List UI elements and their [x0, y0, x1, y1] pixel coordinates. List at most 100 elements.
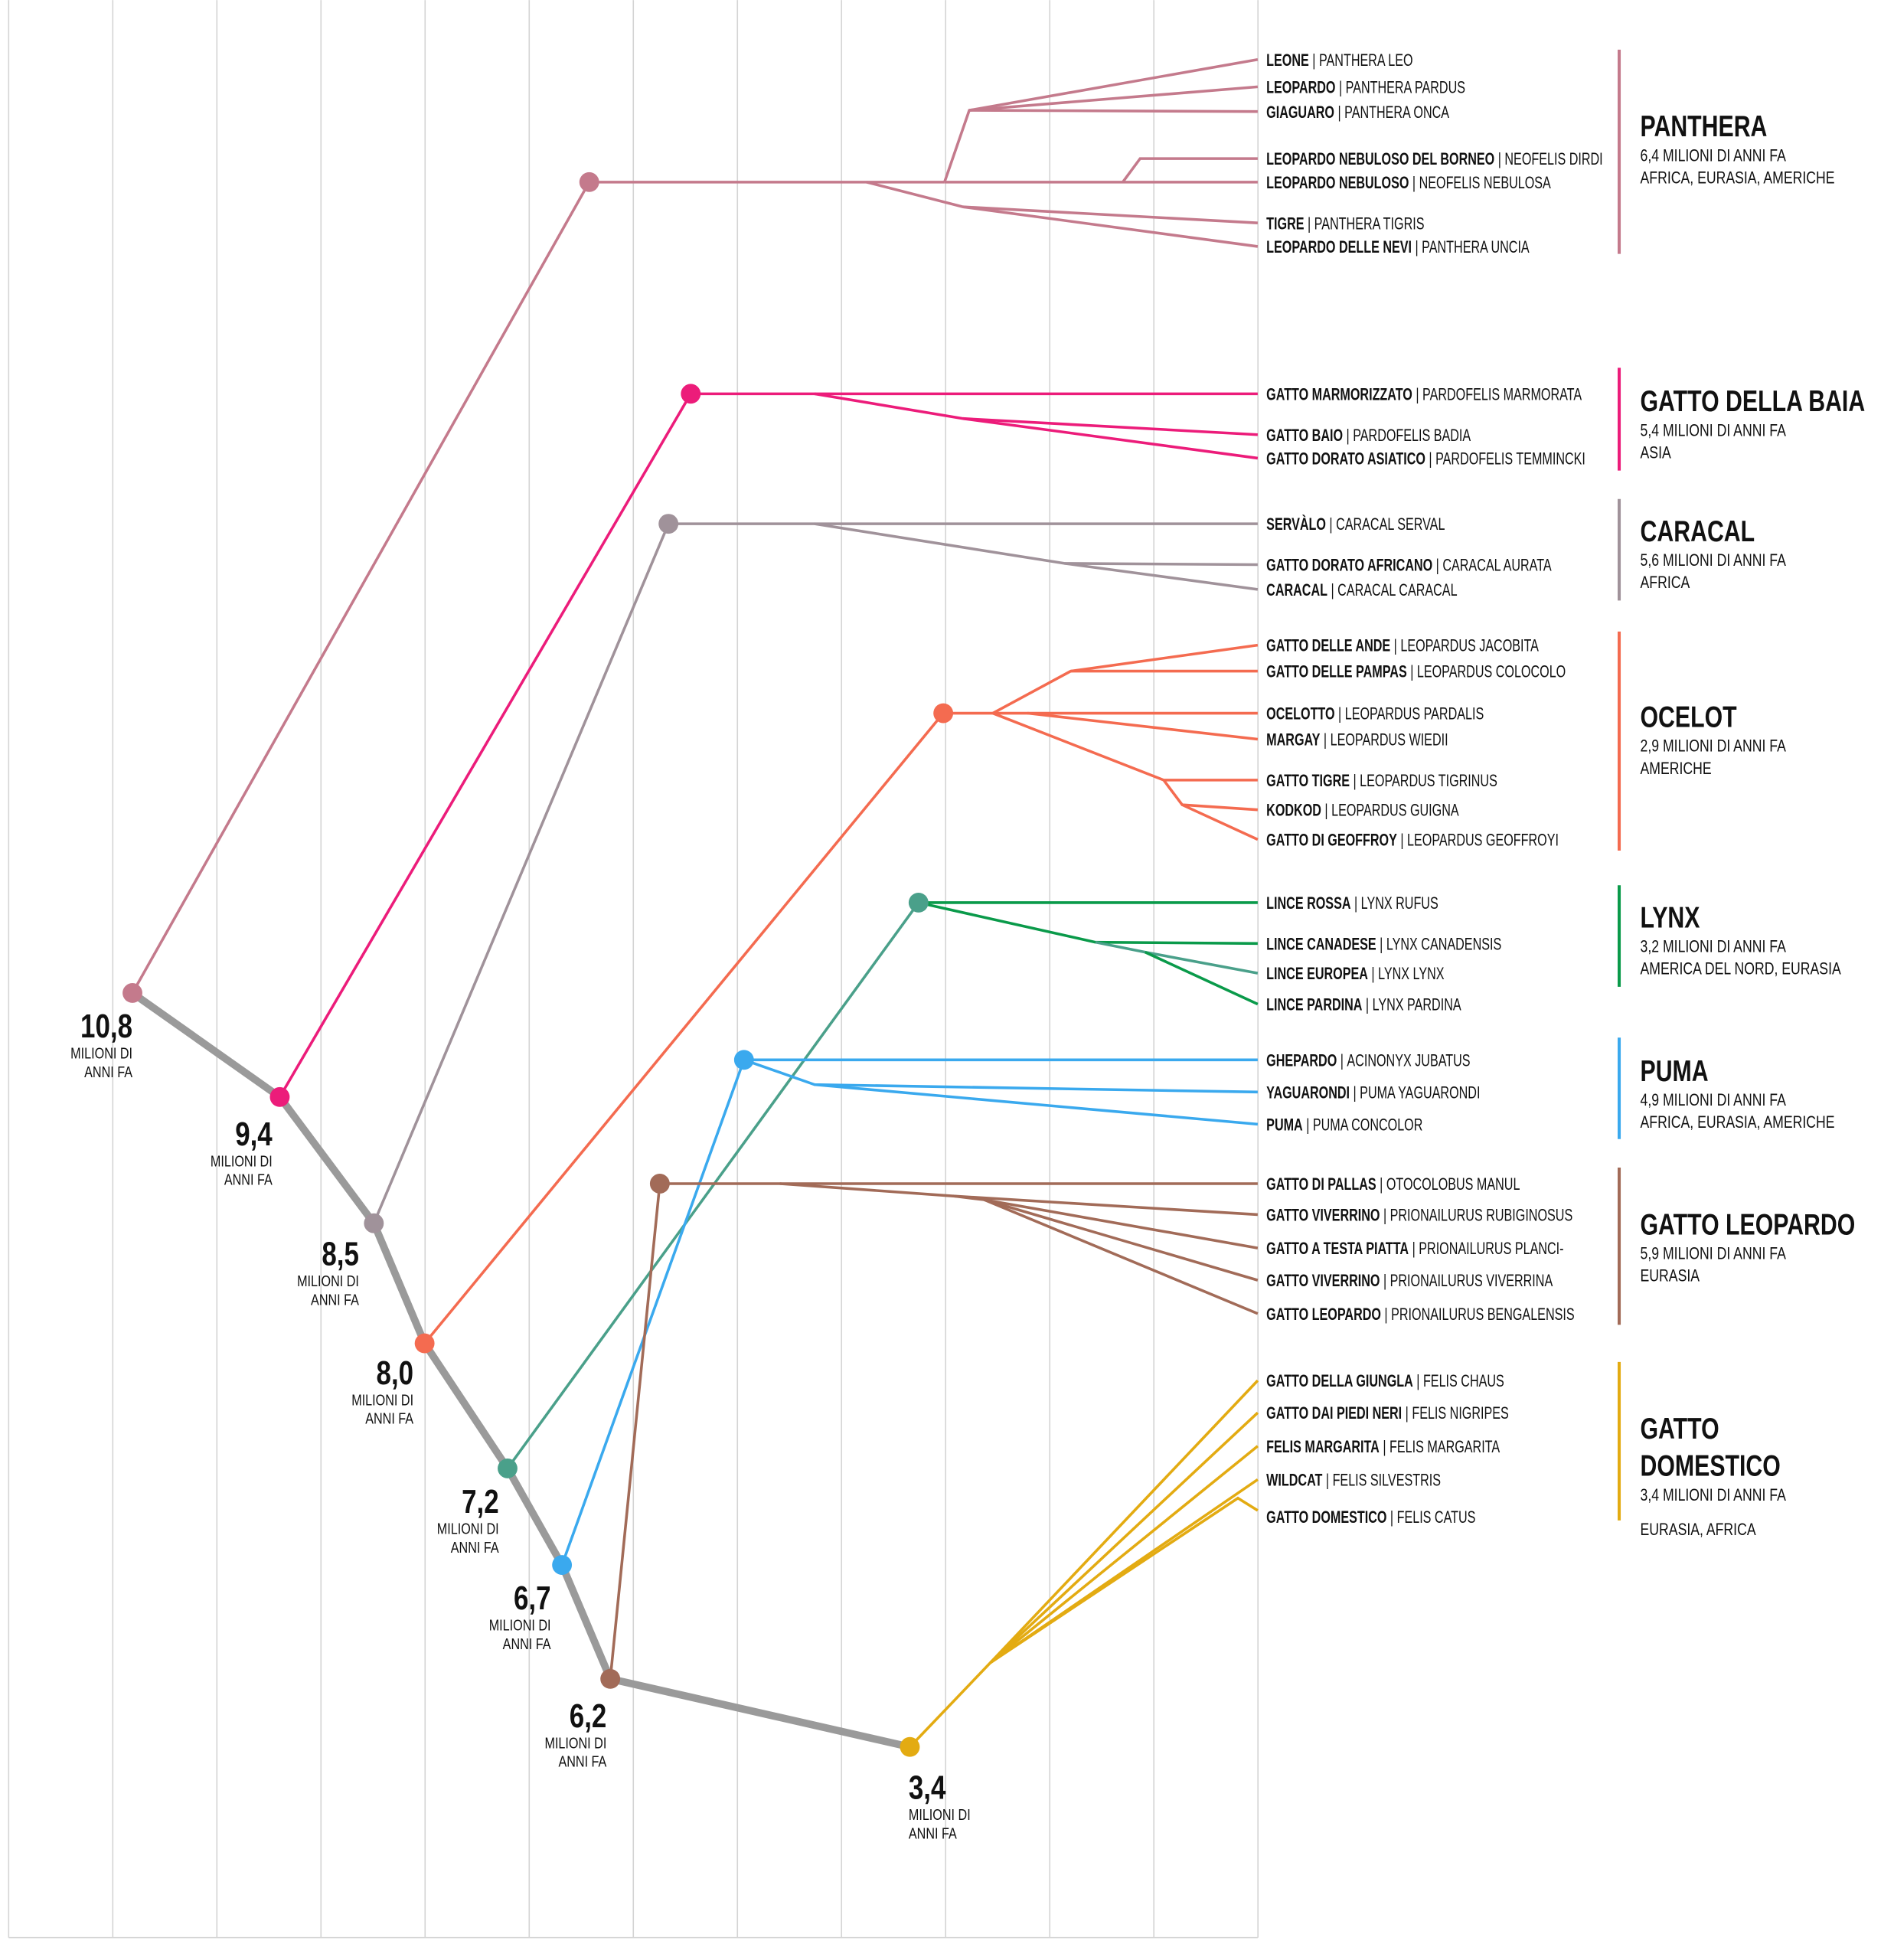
- separator: |: [1380, 1207, 1389, 1225]
- species-label: TIGRE | PANTHERA TIGRIS: [1266, 215, 1424, 234]
- species-scientific-name: PUMA YAGUARONDI: [1360, 1084, 1480, 1102]
- separator: |: [1413, 1373, 1423, 1391]
- species-branch: [814, 1083, 1259, 1126]
- clade-info: GATTO LEOPARDO 5,9 MILIONI DI ANNI FA EURA…: [1641, 1208, 1856, 1286]
- node-age-caption: ANNI FA: [503, 1635, 552, 1652]
- species-label: PUMA | PUMA CONCOLOR: [1266, 1116, 1422, 1135]
- svg-text:TIGRE | PANTHERA TIGRIS: TIGRE | PANTHERA TIGRIS: [1266, 215, 1424, 234]
- clade-info: LYNX 3,2 MILIONI DI ANNI FA AMERICA DEL NO…: [1641, 901, 1842, 979]
- svg-text:GATTO DORATO ASIATICO | PARDOF: GATTO DORATO ASIATICO | PARDOFELIS TEMMI…: [1266, 450, 1585, 469]
- separator: |: [1376, 1176, 1386, 1194]
- species-scientific-name: PANTHERA UNCIA: [1422, 239, 1530, 257]
- species-scientific-name: PRIONAILURUS BENGALENSIS: [1391, 1306, 1575, 1325]
- species-label: LEONE | PANTHERA LEO: [1266, 52, 1412, 70]
- separator: |: [1350, 1084, 1360, 1102]
- svg-text:OCELOTTO | LEOPARDUS PARDALIS: OCELOTTO | LEOPARDUS PARDALIS: [1266, 705, 1484, 724]
- svg-text:GATTO A TESTA PIATTA | PRIONAI: GATTO A TESTA PIATTA | PRIONAILURUS PLAN…: [1266, 1240, 1563, 1259]
- node-age: 6,7: [514, 1580, 551, 1618]
- species-label: LEOPARDO DELLE NEVI | PANTHERA UNCIA: [1266, 239, 1530, 257]
- species-branch: [983, 1198, 1259, 1315]
- species-scientific-name: LEOPARDUS WIEDII: [1331, 731, 1448, 750]
- svg-text:MARGAY | LEOPARDUS WIEDII: MARGAY | LEOPARDUS WIEDII: [1266, 731, 1448, 750]
- clade-legend: PANTHERA 6,4 MILIONI DI ANNI FA AFRICA, EU…: [1618, 49, 1866, 1540]
- species-branch: [743, 1058, 1258, 1094]
- node-age-caption: ANNI FA: [909, 1824, 958, 1842]
- species-label: FELIS MARGARITA | FELIS MARGARITA: [1266, 1439, 1500, 1457]
- species-scientific-name: PARDOFELIS BADIA: [1353, 427, 1471, 446]
- species-common-name: GATTO TIGRE: [1266, 773, 1350, 791]
- species-scientific-name: LEOPARDUS JACOBITA: [1400, 637, 1539, 655]
- clade-age: 5,6 MILIONI DI ANNI FA: [1641, 551, 1787, 570]
- species-scientific-name: LYNX PARDINA: [1373, 996, 1461, 1014]
- divergence-node: [364, 1213, 384, 1233]
- species-common-name: LINCE PARDINA: [1266, 996, 1362, 1014]
- species-common-name: GATTO A TESTA PIATTA: [1266, 1240, 1409, 1259]
- clade-title: CARACAL: [1641, 514, 1755, 547]
- clade-node: [681, 384, 701, 404]
- clade-connector-branch: [278, 393, 692, 1098]
- species-label: GATTO DELLA GIUNGLA | FELIS CHAUS: [1266, 1373, 1504, 1391]
- species-scientific-name: LEOPARDUS GEOFFROYI: [1407, 831, 1559, 850]
- separator: |: [1362, 996, 1372, 1014]
- separator: |: [1351, 895, 1361, 913]
- species-label: LINCE CANADESE | LYNX CANADENSIS: [1266, 936, 1501, 954]
- species-scientific-name: CARACAL SERVAL: [1336, 516, 1445, 534]
- divergence-node: [414, 1333, 435, 1354]
- svg-text:LINCE CANADESE | LYNX CANADENS: LINCE CANADESE | LYNX CANADENSIS: [1266, 936, 1501, 954]
- divergence-node: [122, 983, 142, 1003]
- species-label: LINCE PARDINA | LYNX PARDINA: [1266, 996, 1461, 1014]
- separator: |: [1412, 239, 1422, 257]
- species-branch: [814, 522, 1258, 567]
- species-scientific-name: PANTHERA PARDUS: [1346, 79, 1465, 97]
- species-scientific-name: PANTHERA LEO: [1319, 52, 1413, 70]
- svg-text:GATTO DAI PIEDI NERI | FELIS N: GATTO DAI PIEDI NERI | FELIS NIGRIPES: [1266, 1405, 1509, 1423]
- species-common-name: GATTO DI GEOFFROY: [1266, 831, 1397, 850]
- species-common-name: LEOPARDO NEBULOSO: [1266, 175, 1409, 193]
- divergence-node: [498, 1458, 518, 1478]
- species-scientific-name: FELIS SILVESTRIS: [1333, 1472, 1441, 1490]
- clade-title: GATTO DELLA BAIA: [1641, 384, 1866, 417]
- species-common-name: FELIS MARGARITA: [1266, 1439, 1380, 1457]
- species-label: GATTO TIGRE | LEOPARDUS TIGRINUS: [1266, 773, 1497, 791]
- species-common-name: PUMA: [1266, 1116, 1303, 1135]
- node-age-caption: MILIONI DI: [437, 1520, 499, 1537]
- separator: |: [1425, 450, 1435, 469]
- separator: |: [1386, 1509, 1396, 1527]
- species-scientific-name: LYNX LYNX: [1378, 965, 1445, 984]
- separator: |: [1303, 1116, 1313, 1135]
- divergence-node: [552, 1555, 573, 1575]
- clade-title: PANTHERA: [1641, 109, 1768, 142]
- divergence-node: [269, 1086, 290, 1107]
- separator: |: [1343, 427, 1353, 446]
- clade-age: 5,9 MILIONI DI ANNI FA: [1641, 1245, 1787, 1264]
- node-age-caption: MILIONI DI: [211, 1152, 273, 1170]
- species-branch: [968, 85, 1259, 112]
- separator: |: [1380, 1439, 1389, 1457]
- backbone-line: [130, 990, 911, 1751]
- species-common-name: YAGUARONDI: [1266, 1084, 1350, 1102]
- species-scientific-name: NEOFELIS DIRDI: [1504, 151, 1602, 169]
- species-branch: [989, 1379, 1259, 1664]
- svg-text:YAGUARONDI | PUMA YAGUARONDI: YAGUARONDI | PUMA YAGUARONDI: [1266, 1084, 1480, 1102]
- species-scientific-name: NEOFELIS NEBULOSA: [1419, 175, 1551, 193]
- clade-info: CARACAL 5,6 MILIONI DI ANNI FA AFRICA: [1641, 514, 1787, 593]
- species-common-name: GATTO DI PALLAS: [1266, 1176, 1376, 1194]
- node-age: 10,8: [80, 1008, 132, 1046]
- separator: |: [1337, 1052, 1347, 1070]
- species-common-name: LEOPARDO DELLE NEVI: [1266, 239, 1412, 257]
- species-scientific-name: PRIONAILURUS PLANCI-: [1419, 1240, 1563, 1259]
- species-label: GIAGUARO | PANTHERA ONCA: [1266, 104, 1449, 122]
- time-grid: [8, 0, 1259, 1939]
- svg-text:GATTO VIVERRINO | PRIONAILURUS: GATTO VIVERRINO | PRIONAILURUS VIVERRINA: [1266, 1272, 1553, 1291]
- species-branch: [962, 416, 1259, 460]
- species-common-name: LINCE CANADESE: [1266, 936, 1376, 954]
- species-branch: [969, 109, 1258, 113]
- species-common-name: GATTO DELLE PAMPAS: [1266, 663, 1407, 681]
- species-label: GATTO A TESTA PIATTA | PRIONAILURUS PLAN…: [1266, 1240, 1563, 1259]
- species-label: GATTO DI PALLAS | OTOCOLOBUS MANUL: [1266, 1176, 1520, 1194]
- clade-node: [908, 893, 929, 913]
- node-age: 6,2: [570, 1697, 607, 1735]
